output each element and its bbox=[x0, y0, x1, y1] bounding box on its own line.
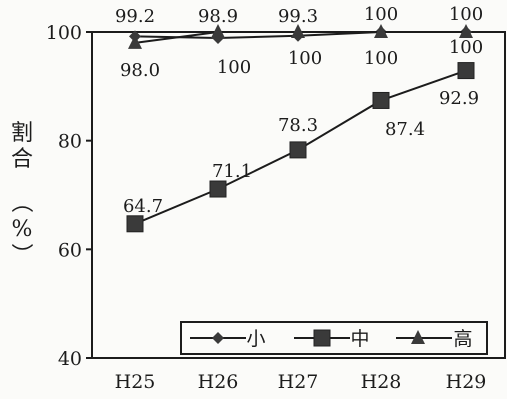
data-label: 64.7 bbox=[123, 196, 163, 217]
data-label: 100 bbox=[449, 4, 483, 25]
data-label: 99.2 bbox=[115, 6, 155, 27]
data-label: 99.3 bbox=[278, 6, 318, 27]
legend-marker-diamond bbox=[212, 332, 224, 344]
data-point-triangle bbox=[459, 24, 473, 38]
y-axis-label-char: 合 bbox=[11, 147, 33, 172]
data-point-square bbox=[457, 62, 475, 80]
x-tick-label: H28 bbox=[361, 371, 402, 393]
data-point-triangle bbox=[374, 24, 388, 38]
legend-marker-triangle bbox=[411, 330, 425, 344]
data-label: 98.9 bbox=[198, 6, 238, 27]
data-label: 100 bbox=[364, 48, 398, 69]
legend-marker-square bbox=[313, 329, 331, 347]
y-tick-label: 100 bbox=[46, 22, 82, 44]
y-axis-label-char: % bbox=[12, 217, 33, 242]
data-point-square bbox=[209, 180, 227, 198]
data-label: 100 bbox=[288, 48, 322, 69]
data-label: 71.1 bbox=[212, 161, 252, 182]
data-label: 92.9 bbox=[439, 88, 479, 109]
data-label: 78.3 bbox=[278, 115, 318, 136]
y-axis-label-char: 割 bbox=[11, 121, 33, 146]
legend-label: 小 bbox=[246, 328, 265, 350]
x-tick-label: H27 bbox=[278, 371, 319, 393]
data-point-square bbox=[372, 91, 390, 109]
data-label: 100 bbox=[217, 57, 251, 78]
y-tick-label: 40 bbox=[58, 348, 82, 370]
x-tick-label: H26 bbox=[198, 371, 239, 393]
data-label: 98.0 bbox=[120, 60, 160, 81]
data-point-triangle bbox=[128, 34, 142, 49]
data-point-triangle bbox=[291, 24, 305, 38]
data-label: 100 bbox=[364, 4, 398, 25]
data-point-square bbox=[289, 141, 307, 159]
y-tick-label: 80 bbox=[58, 131, 82, 153]
y-axis-label-char: （ bbox=[8, 191, 33, 213]
legend-label: 高 bbox=[453, 328, 472, 350]
data-point-square bbox=[126, 215, 144, 233]
data-label: 100 bbox=[449, 37, 483, 58]
data-point-triangle bbox=[211, 24, 225, 38]
x-tick-label: H29 bbox=[446, 371, 487, 393]
y-tick-label: 60 bbox=[58, 239, 82, 261]
legend-label: 中 bbox=[350, 328, 369, 350]
x-tick-label: H25 bbox=[115, 371, 156, 393]
y-axis-label-char: ） bbox=[8, 243, 33, 265]
data-label: 87.4 bbox=[385, 119, 425, 140]
